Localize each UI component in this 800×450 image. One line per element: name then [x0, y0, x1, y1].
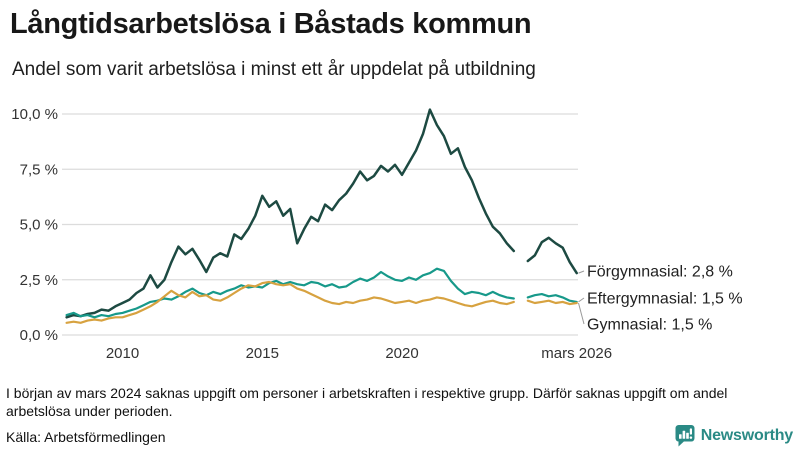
newsworthy-logo-icon	[675, 425, 695, 447]
series-line-eftergymnasial	[65, 267, 578, 319]
series-annotation-eftergymnasial: Eftergymnasial: 1,5 %	[587, 291, 743, 308]
annotation-connector	[578, 270, 585, 274]
y-axis-tick-label: 7,5 %	[20, 161, 58, 178]
x-axis-tick-label: 2015	[246, 345, 279, 362]
y-axis-tick-label: 2,5 %	[20, 272, 58, 289]
annotation-connector	[578, 297, 585, 303]
branding-name: Newsworthy	[700, 427, 793, 444]
y-axis-tick-label: 0,0 %	[20, 327, 58, 344]
page-title: Långtidsarbetslösa i Båstads kommun	[10, 8, 532, 40]
x-axis-tick-label: mars 2026	[541, 345, 612, 362]
series-line-gymnasial	[65, 280, 578, 324]
page-subtitle: Andel som varit arbetslösa i minst ett å…	[12, 59, 536, 80]
y-axis-tick-label: 5,0 %	[20, 217, 58, 234]
x-axis-tick-label: 2010	[106, 345, 139, 362]
branding: Newsworthy	[674, 424, 793, 448]
chart-footnote: I början av mars 2024 saknas uppgift om …	[6, 385, 728, 419]
series-line-förgymnasial	[65, 108, 578, 319]
y-axis-tick-label: 10,0 %	[11, 106, 58, 123]
x-axis-tick-label: 2020	[385, 345, 418, 362]
series-annotation-förgymnasial: Förgymnasial: 2,8 %	[587, 264, 733, 281]
series-annotation-gymnasial: Gymnasial: 1,5 %	[587, 317, 712, 334]
source-label: Källa: Arbetsförmedlingen	[6, 429, 166, 445]
annotation-connector	[578, 302, 585, 325]
